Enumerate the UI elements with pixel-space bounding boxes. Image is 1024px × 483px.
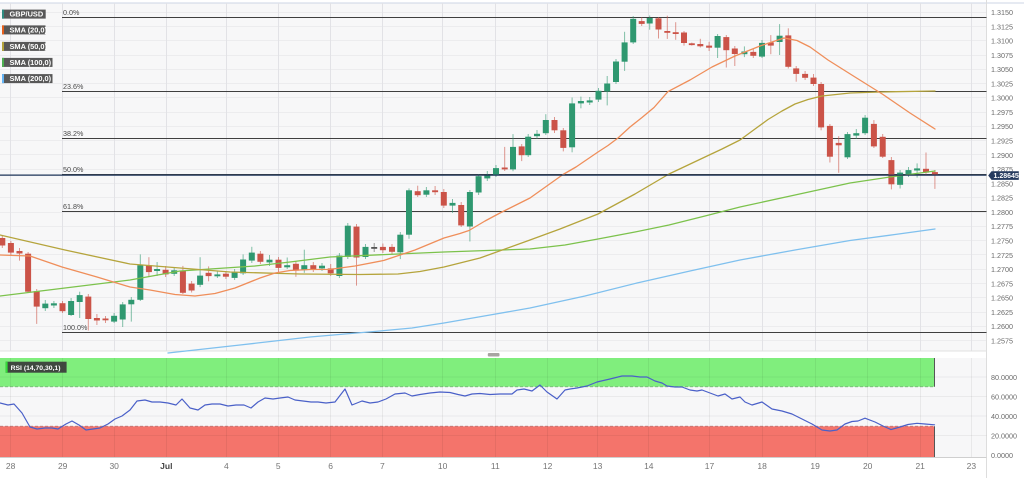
svg-text:1.2950: 1.2950 bbox=[991, 122, 1013, 131]
svg-text:23.6%: 23.6% bbox=[63, 82, 84, 91]
svg-text:SMA (200,0): SMA (200,0) bbox=[10, 74, 52, 83]
svg-text:1.2575: 1.2575 bbox=[991, 336, 1013, 345]
svg-text:28: 28 bbox=[6, 461, 16, 471]
svg-text:100.0%: 100.0% bbox=[63, 323, 88, 332]
svg-text:1.2675: 1.2675 bbox=[991, 279, 1013, 288]
svg-text:6: 6 bbox=[328, 461, 333, 471]
svg-text:80.0000: 80.0000 bbox=[991, 373, 1017, 382]
svg-text:11: 11 bbox=[491, 461, 500, 471]
svg-text:60.0000: 60.0000 bbox=[991, 392, 1017, 401]
svg-text:1.2900: 1.2900 bbox=[991, 151, 1013, 160]
svg-text:Jul: Jul bbox=[160, 461, 172, 471]
svg-text:4: 4 bbox=[224, 461, 229, 471]
svg-text:1.2925: 1.2925 bbox=[991, 137, 1013, 146]
svg-text:1.2850: 1.2850 bbox=[991, 179, 1013, 188]
svg-text:1.3075: 1.3075 bbox=[991, 51, 1013, 60]
svg-text:20.0000: 20.0000 bbox=[991, 431, 1017, 440]
svg-text:21: 21 bbox=[915, 461, 925, 471]
svg-text:10: 10 bbox=[438, 461, 448, 471]
svg-text:50.0%: 50.0% bbox=[63, 165, 84, 174]
svg-text:1.3100: 1.3100 bbox=[991, 37, 1013, 46]
svg-text:0.0%: 0.0% bbox=[63, 8, 80, 17]
svg-text:19: 19 bbox=[810, 461, 820, 471]
svg-text:1.2625: 1.2625 bbox=[991, 308, 1013, 317]
svg-text:0.0000: 0.0000 bbox=[991, 451, 1013, 460]
svg-text:1.2800: 1.2800 bbox=[991, 208, 1013, 217]
svg-text:30: 30 bbox=[109, 461, 119, 471]
svg-text:SMA (100,0): SMA (100,0) bbox=[10, 58, 52, 67]
svg-text:1.2650: 1.2650 bbox=[991, 294, 1013, 303]
svg-text:20: 20 bbox=[863, 461, 873, 471]
svg-text:38.2%: 38.2% bbox=[63, 129, 84, 138]
svg-text:1.3025: 1.3025 bbox=[991, 79, 1013, 88]
svg-text:29: 29 bbox=[58, 461, 68, 471]
svg-text:1.2700: 1.2700 bbox=[991, 265, 1013, 274]
svg-text:SMA (20,0): SMA (20,0) bbox=[10, 25, 48, 34]
svg-text:1.3150: 1.3150 bbox=[991, 8, 1013, 17]
svg-text:1.2875: 1.2875 bbox=[991, 165, 1013, 174]
svg-text:61.8%: 61.8% bbox=[63, 202, 84, 211]
svg-text:RSI (14,70,30,1): RSI (14,70,30,1) bbox=[11, 365, 61, 372]
svg-text:7: 7 bbox=[380, 461, 385, 471]
svg-text:14: 14 bbox=[644, 461, 654, 471]
svg-text:1.2825: 1.2825 bbox=[991, 194, 1013, 203]
svg-text:40.0000: 40.0000 bbox=[991, 412, 1017, 421]
svg-text:1.2975: 1.2975 bbox=[991, 108, 1013, 117]
svg-text:1.28645: 1.28645 bbox=[994, 173, 1019, 180]
svg-text:23: 23 bbox=[967, 461, 977, 471]
svg-text:13: 13 bbox=[593, 461, 603, 471]
svg-text:1.3000: 1.3000 bbox=[991, 94, 1013, 103]
svg-text:1.2775: 1.2775 bbox=[991, 222, 1013, 231]
svg-text:5: 5 bbox=[276, 461, 281, 471]
svg-text:17: 17 bbox=[705, 461, 715, 471]
svg-text:1.2725: 1.2725 bbox=[991, 251, 1013, 260]
svg-text:1.3050: 1.3050 bbox=[991, 65, 1013, 74]
svg-text:1.2600: 1.2600 bbox=[991, 322, 1013, 331]
svg-text:18: 18 bbox=[757, 461, 767, 471]
svg-text:12: 12 bbox=[543, 461, 553, 471]
svg-text:1.3125: 1.3125 bbox=[991, 22, 1013, 31]
svg-text:1.2750: 1.2750 bbox=[991, 237, 1013, 246]
svg-text:SMA (50,0): SMA (50,0) bbox=[10, 42, 48, 51]
svg-text:GBP/USD: GBP/USD bbox=[10, 10, 44, 19]
